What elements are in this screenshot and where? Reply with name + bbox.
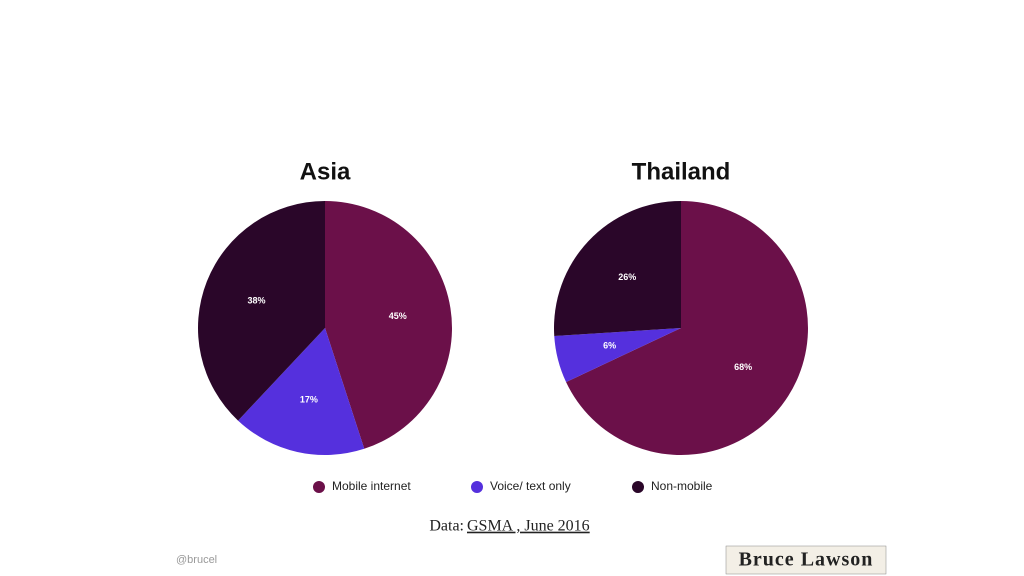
pie-slice: [325, 201, 452, 449]
slice-label: 38%: [248, 295, 266, 305]
pie-slice: [566, 201, 808, 455]
pie-slice: [198, 201, 325, 421]
pie-slice: [554, 201, 681, 336]
legend-label: Non-mobile: [651, 479, 713, 493]
slice-label: 17%: [300, 394, 318, 404]
logo-text: Bruce Lawson: [739, 549, 874, 571]
legend-swatch: [632, 481, 644, 493]
slice-label: 45%: [389, 311, 407, 321]
slice-label: 6%: [603, 341, 616, 351]
slice-label: 68%: [734, 362, 752, 372]
handle: @brucel: [176, 554, 217, 566]
logo: Bruce Lawson: [725, 545, 887, 575]
pie-slice: [554, 328, 681, 383]
source-link[interactable]: GSMA , June 2016: [467, 518, 590, 535]
legend-swatch: [313, 481, 325, 493]
pie-slice: [238, 328, 365, 455]
legend-label: Mobile internet: [332, 479, 411, 493]
source-prefix: Data:: [429, 518, 464, 535]
chart-title: Asia: [300, 158, 351, 185]
legend-swatch: [471, 481, 483, 493]
logo-box: [725, 545, 887, 575]
legend-label: Voice/ text only: [490, 479, 571, 493]
chart-title: Thailand: [632, 158, 731, 185]
slice-label: 26%: [618, 272, 636, 282]
